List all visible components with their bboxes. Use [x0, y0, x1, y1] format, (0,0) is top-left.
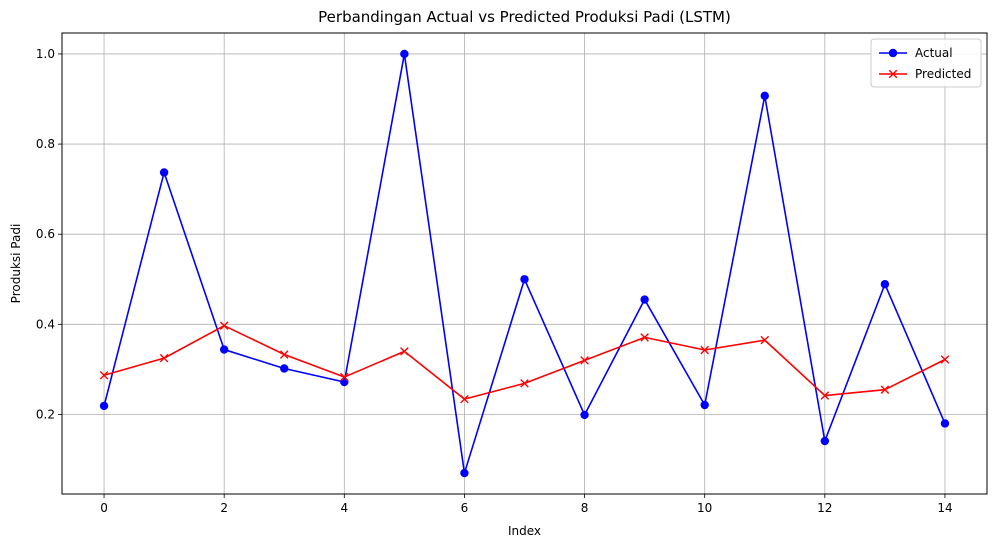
- legend: Actual Predicted: [870, 38, 982, 88]
- legend-predicted-marker: [888, 69, 898, 79]
- actual-point: [820, 436, 830, 446]
- x-axis-label: Index: [508, 524, 541, 538]
- x-tick-label: 12: [817, 501, 832, 515]
- x-tick-label: 14: [937, 501, 952, 515]
- actual-point: [280, 364, 289, 373]
- predicted-point: [820, 391, 830, 400]
- y-axis-label: Produksi Padi: [9, 224, 23, 304]
- actual-point: [880, 280, 890, 289]
- legend-predicted-label: Predicted: [915, 67, 971, 81]
- legend-actual-label: Actual: [915, 46, 953, 60]
- predicted-point: [340, 372, 349, 382]
- x-tick-label: 8: [581, 501, 589, 515]
- x-tick-label: 0: [100, 501, 108, 515]
- grid-lines: [62, 33, 987, 494]
- axis-ticks: 0 2 4 6 8 10 12 14 0.2 0.4 0.6 0.8 1.0: [36, 47, 953, 515]
- actual-point: [520, 275, 529, 284]
- actual-point: [640, 295, 649, 304]
- chart-title: Perbandingan Actual vs Predicted Produks…: [318, 8, 731, 26]
- legend-actual-marker: [888, 48, 898, 58]
- plot-frame: [61, 32, 988, 495]
- x-tick-label: 4: [340, 501, 348, 515]
- actual-point: [400, 49, 409, 59]
- y-tick-label: 1.0: [36, 47, 55, 61]
- predicted-point: [460, 394, 469, 404]
- actual-point: [760, 91, 769, 101]
- actual-point: [219, 345, 229, 354]
- series-layer: [99, 49, 950, 478]
- y-tick-label: 0.8: [36, 137, 55, 151]
- predicted-point: [400, 347, 409, 356]
- x-tick-label: 6: [461, 501, 469, 515]
- predicted-point: [580, 356, 589, 365]
- actual-point: [700, 400, 709, 410]
- predicted-point: [159, 353, 169, 363]
- actual-point: [940, 419, 950, 428]
- predicted-point: [520, 379, 529, 388]
- predicted-point: [880, 385, 890, 394]
- predicted-point: [700, 345, 709, 355]
- y-tick-label: 0.2: [36, 407, 55, 421]
- actual-point: [460, 468, 469, 478]
- predicted-point: [99, 370, 109, 380]
- y-tick-label: 0.6: [36, 227, 55, 241]
- legend-box: [870, 38, 982, 88]
- predicted-point: [940, 355, 950, 364]
- predicted-point: [219, 321, 229, 330]
- actual-point: [580, 410, 589, 420]
- actual-point: [99, 401, 109, 411]
- x-tick-label: 2: [220, 501, 228, 515]
- predicted-point: [760, 335, 770, 345]
- predicted-point: [640, 333, 649, 342]
- actual-point: [159, 168, 169, 177]
- x-tick-label: 10: [697, 501, 712, 515]
- y-tick-label: 0.4: [36, 317, 55, 331]
- predicted-point: [279, 350, 289, 359]
